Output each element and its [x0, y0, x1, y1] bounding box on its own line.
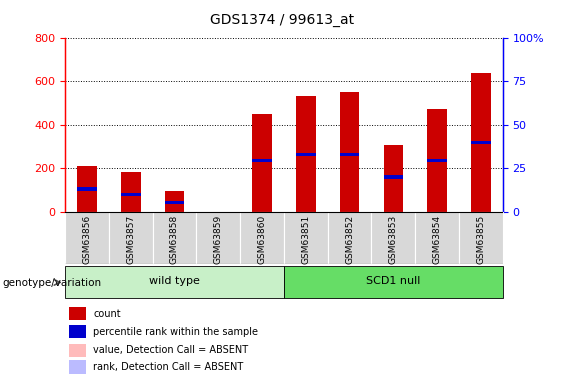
Text: SCD1 null: SCD1 null	[366, 276, 420, 286]
Bar	[164, 201, 184, 204]
Bar	[65, 266, 284, 298]
Bar	[197, 212, 240, 264]
Bar	[77, 166, 97, 212]
Text: GSM63860: GSM63860	[258, 214, 267, 264]
Bar	[121, 171, 141, 212]
Text: GSM63855: GSM63855	[476, 214, 485, 264]
Text: GSM63853: GSM63853	[389, 214, 398, 264]
Bar	[284, 212, 328, 264]
Text: GSM63858: GSM63858	[170, 214, 179, 264]
Bar	[240, 212, 284, 264]
Bar	[427, 159, 447, 162]
Text: genotype/variation: genotype/variation	[3, 278, 102, 288]
Bar	[153, 212, 197, 264]
Bar	[77, 188, 97, 190]
Bar	[69, 325, 86, 338]
Bar	[252, 114, 272, 212]
Text: rank, Detection Call = ABSENT: rank, Detection Call = ABSENT	[93, 362, 244, 372]
Bar	[384, 146, 403, 212]
Bar	[415, 212, 459, 264]
Text: GSM63852: GSM63852	[345, 214, 354, 264]
Bar	[471, 74, 491, 212]
Bar	[121, 193, 141, 196]
Text: GSM63854: GSM63854	[433, 214, 442, 264]
Bar	[471, 141, 491, 144]
Bar	[296, 96, 316, 212]
Text: wild type: wild type	[149, 276, 200, 286]
Bar	[340, 92, 359, 212]
Bar	[108, 212, 153, 264]
Text: GSM63857: GSM63857	[126, 214, 135, 264]
Bar	[296, 153, 316, 156]
Bar	[69, 360, 86, 374]
Text: GSM63851: GSM63851	[301, 214, 310, 264]
Text: GSM63856: GSM63856	[82, 214, 92, 264]
Bar	[252, 159, 272, 162]
Text: value, Detection Call = ABSENT: value, Detection Call = ABSENT	[93, 345, 249, 355]
Bar	[372, 212, 415, 264]
Bar	[427, 110, 447, 212]
Bar	[340, 153, 359, 156]
Bar	[69, 344, 86, 357]
Bar	[284, 266, 503, 298]
Bar	[164, 191, 184, 212]
Text: GSM63859: GSM63859	[214, 214, 223, 264]
Bar	[65, 212, 109, 264]
Text: GDS1374 / 99613_at: GDS1374 / 99613_at	[210, 13, 355, 27]
Text: percentile rank within the sample: percentile rank within the sample	[93, 327, 258, 337]
Bar	[328, 212, 372, 264]
Text: count: count	[93, 309, 121, 319]
Bar	[459, 212, 503, 264]
Bar	[384, 176, 403, 178]
Bar	[69, 307, 86, 320]
